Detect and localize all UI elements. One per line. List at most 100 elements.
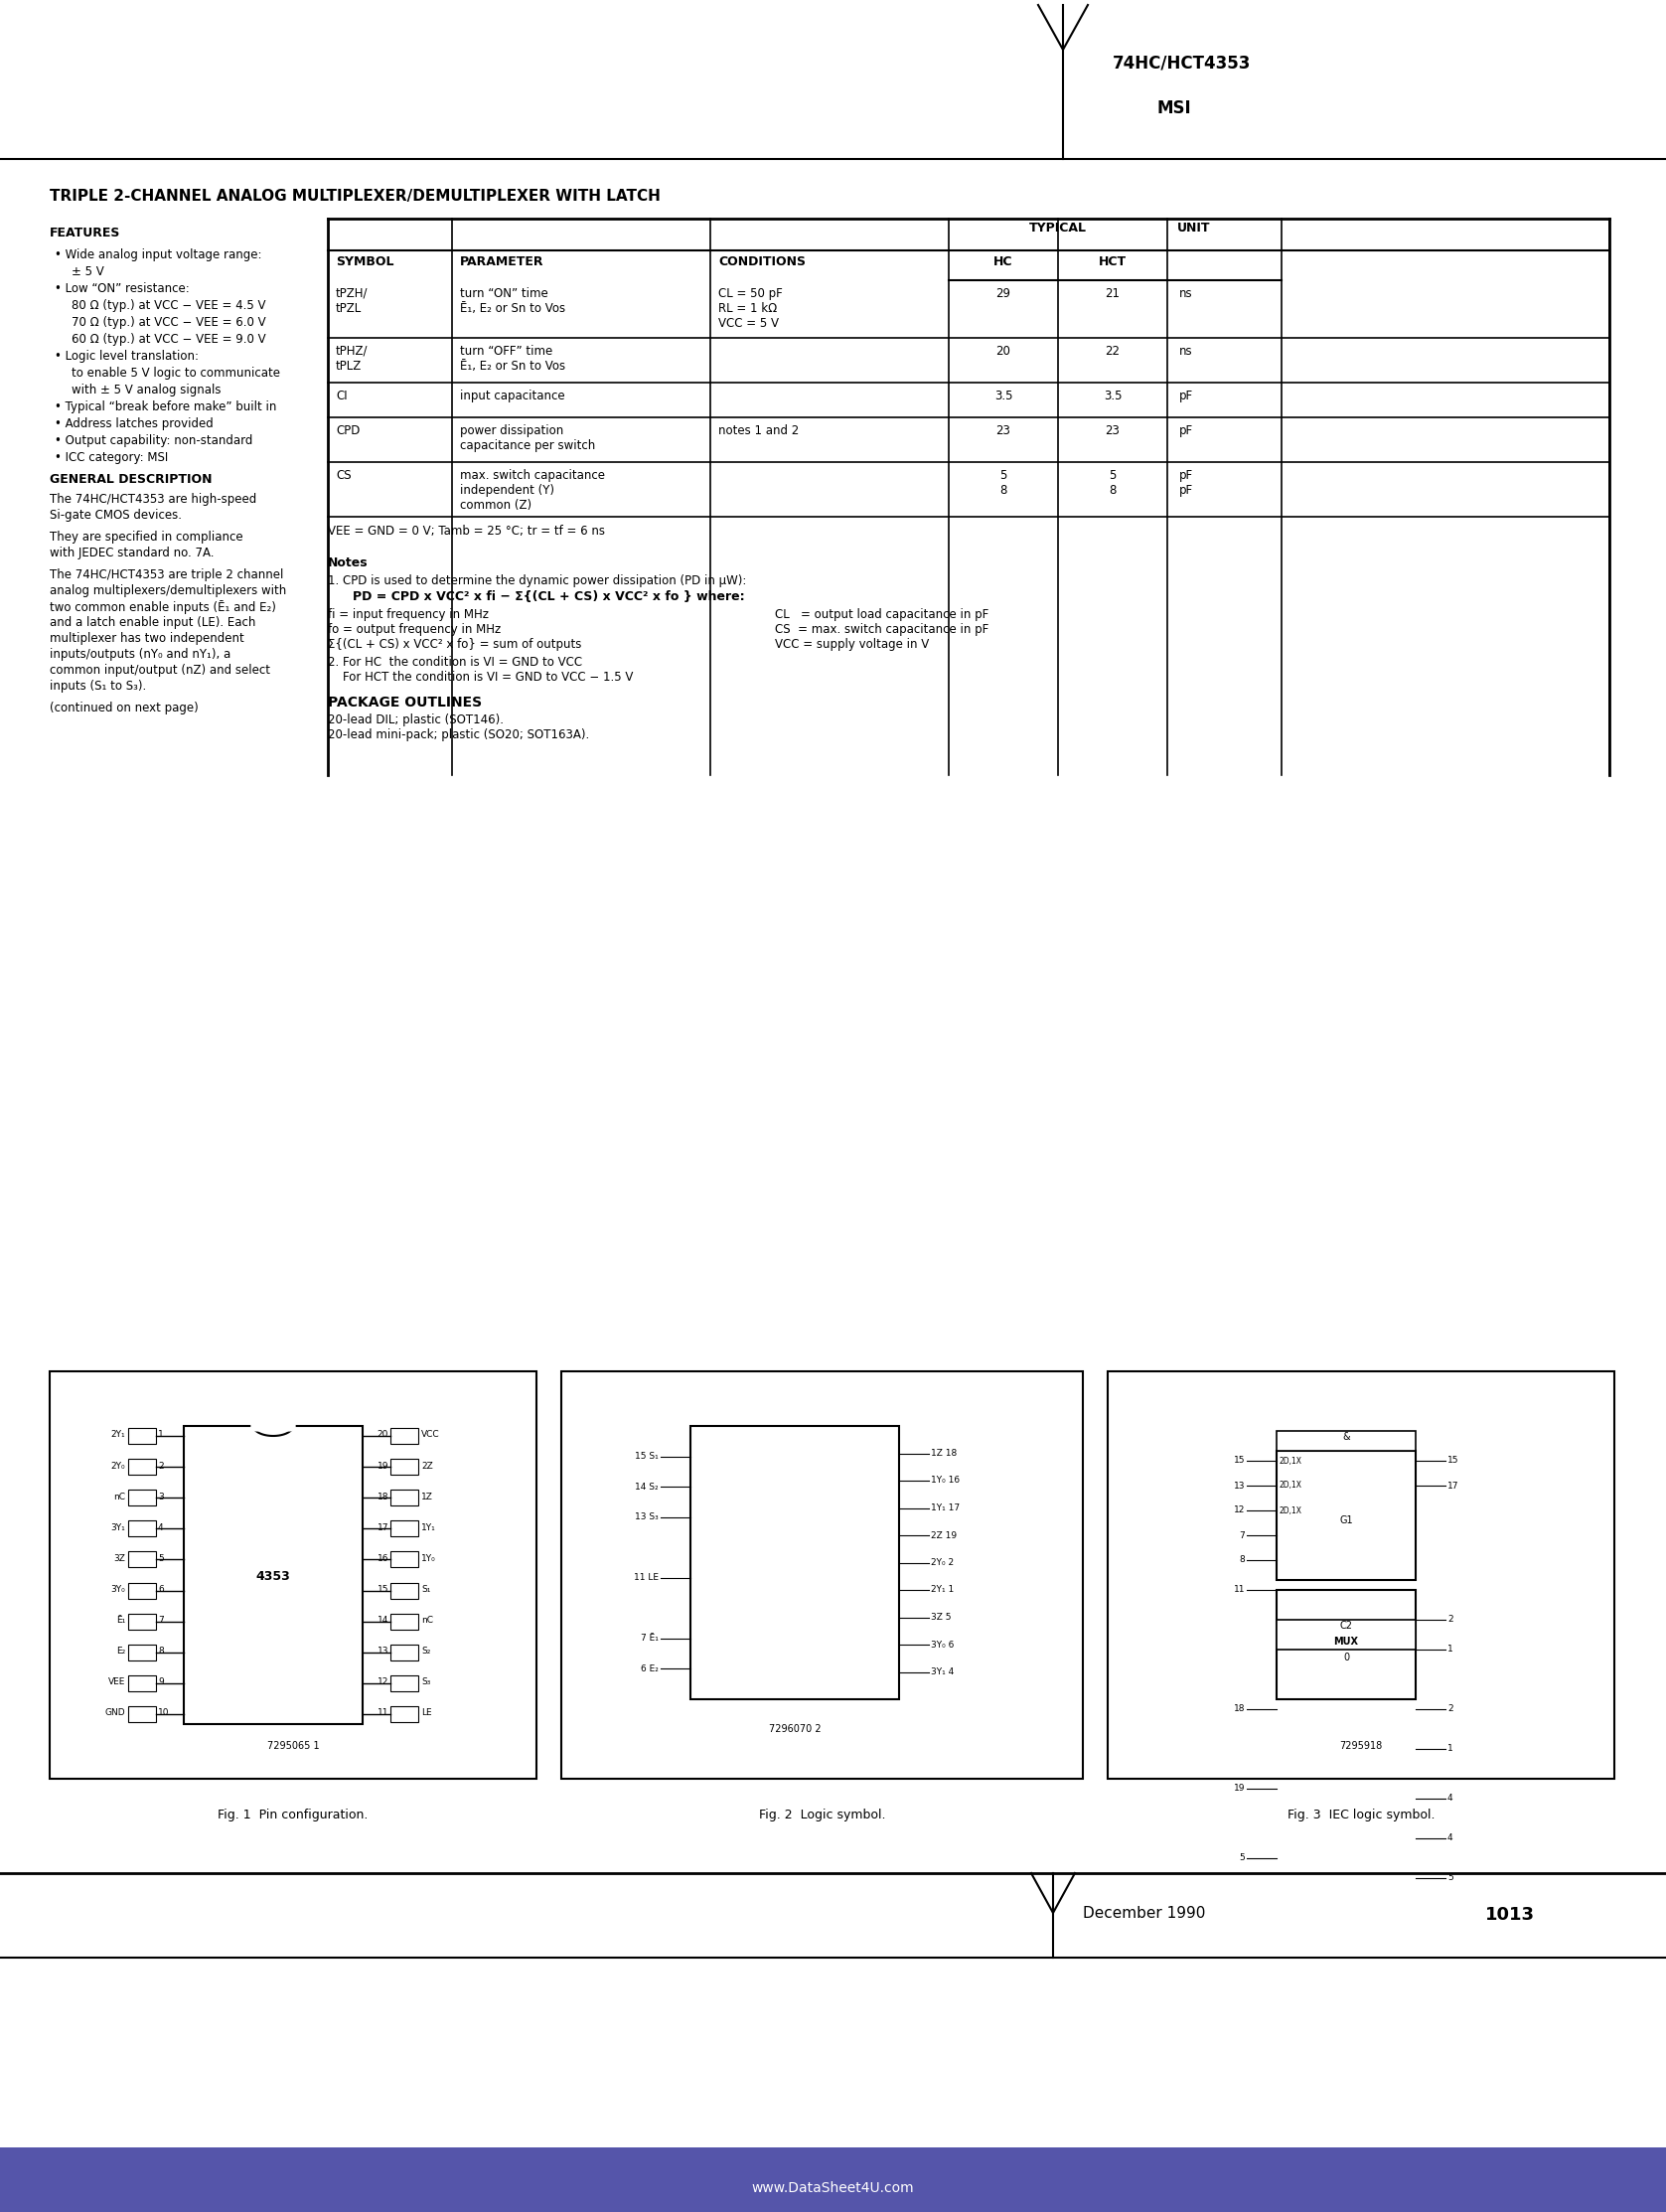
Bar bbox=[128, 1429, 157, 1444]
Text: inputs/outputs (nY₀ and nY₁), a: inputs/outputs (nY₀ and nY₁), a bbox=[50, 648, 230, 661]
Text: CL   = output load capacitance in pF: CL = output load capacitance in pF bbox=[775, 608, 988, 622]
Text: 3.5: 3.5 bbox=[1103, 389, 1121, 403]
Text: 4: 4 bbox=[1448, 1834, 1453, 1843]
Text: • Typical “break before make” built in: • Typical “break before make” built in bbox=[55, 400, 277, 414]
Text: VCC: VCC bbox=[421, 1431, 440, 1440]
Text: tPLZ: tPLZ bbox=[337, 361, 362, 372]
Text: 23: 23 bbox=[1105, 425, 1120, 438]
Text: 5: 5 bbox=[1240, 1854, 1245, 1863]
Text: to enable 5 V logic to communicate: to enable 5 V logic to communicate bbox=[72, 367, 280, 380]
Text: 13: 13 bbox=[1233, 1482, 1245, 1491]
Text: 16: 16 bbox=[377, 1555, 388, 1564]
Text: 4353: 4353 bbox=[257, 1571, 290, 1584]
Text: 6 E₂: 6 E₂ bbox=[641, 1663, 658, 1672]
Text: www.DataSheet4U.com: www.DataSheet4U.com bbox=[751, 2181, 913, 2194]
Text: 80 Ω (typ.) at VCC − VEE = 4.5 V: 80 Ω (typ.) at VCC − VEE = 4.5 V bbox=[72, 299, 267, 312]
Text: 22: 22 bbox=[1105, 345, 1120, 358]
Text: 20-lead DIL; plastic (SOT146).: 20-lead DIL; plastic (SOT146). bbox=[328, 714, 503, 726]
Bar bbox=[128, 1491, 157, 1506]
Text: analog multiplexers/demultiplexers with: analog multiplexers/demultiplexers with bbox=[50, 584, 287, 597]
Text: CS  = max. switch capacitance in pF: CS = max. switch capacitance in pF bbox=[775, 624, 988, 637]
Bar bbox=[390, 1460, 418, 1475]
Text: 7295065 1: 7295065 1 bbox=[267, 1741, 320, 1752]
Text: • Output capability: non-standard: • Output capability: non-standard bbox=[55, 434, 253, 447]
Text: 6: 6 bbox=[158, 1586, 163, 1595]
Text: CS: CS bbox=[337, 469, 352, 482]
Text: 2D,1X: 2D,1X bbox=[1279, 1482, 1303, 1491]
Text: 1: 1 bbox=[1448, 1745, 1453, 1754]
Bar bbox=[1108, 1371, 1614, 1778]
Text: notes 1 and 2: notes 1 and 2 bbox=[718, 425, 800, 438]
Bar bbox=[390, 1674, 418, 1692]
Text: 17: 17 bbox=[1448, 1482, 1459, 1491]
Text: 2D,1X: 2D,1X bbox=[1279, 1455, 1303, 1464]
Text: 1: 1 bbox=[1448, 1646, 1453, 1655]
Text: 1Y₁: 1Y₁ bbox=[421, 1524, 436, 1533]
Text: inputs (S₁ to S₃).: inputs (S₁ to S₃). bbox=[50, 679, 147, 692]
Text: LE: LE bbox=[421, 1708, 431, 1719]
Bar bbox=[128, 1705, 157, 1723]
Bar bbox=[390, 1429, 418, 1444]
Text: 2: 2 bbox=[1448, 1615, 1453, 1624]
Text: TRIPLE 2-CHANNEL ANALOG MULTIPLEXER/DEMULTIPLEXER WITH LATCH: TRIPLE 2-CHANNEL ANALOG MULTIPLEXER/DEMU… bbox=[50, 188, 660, 204]
Text: RL = 1 kΩ: RL = 1 kΩ bbox=[718, 303, 776, 314]
Text: 7 Ē₁: 7 Ē₁ bbox=[641, 1635, 658, 1644]
Text: 3Y₀ 6: 3Y₀ 6 bbox=[931, 1639, 955, 1650]
Text: • Low “ON” resistance:: • Low “ON” resistance: bbox=[55, 283, 190, 294]
Text: 8: 8 bbox=[1000, 484, 1006, 498]
Bar bbox=[1276, 1619, 1416, 1650]
Text: 1Y₁ 17: 1Y₁ 17 bbox=[931, 1504, 960, 1513]
Text: 21: 21 bbox=[1105, 288, 1120, 301]
Text: fi = input frequency in MHz: fi = input frequency in MHz bbox=[328, 608, 488, 622]
Text: VEE = GND = 0 V; Tamb = 25 °C; tr = tf = 6 ns: VEE = GND = 0 V; Tamb = 25 °C; tr = tf =… bbox=[328, 524, 605, 538]
Text: Si-gate CMOS devices.: Si-gate CMOS devices. bbox=[50, 509, 182, 522]
Text: 18: 18 bbox=[1233, 1705, 1245, 1714]
Text: 29: 29 bbox=[996, 288, 1011, 301]
Text: December 1990: December 1990 bbox=[1083, 1905, 1206, 1920]
Text: • ICC category: MSI: • ICC category: MSI bbox=[55, 451, 168, 465]
Text: GENERAL DESCRIPTION: GENERAL DESCRIPTION bbox=[50, 473, 212, 487]
Text: (continued on next page): (continued on next page) bbox=[50, 701, 198, 714]
Bar bbox=[690, 1427, 900, 1699]
Text: 19: 19 bbox=[1233, 1785, 1245, 1794]
Text: 2Y₀ 2: 2Y₀ 2 bbox=[931, 1557, 955, 1566]
Text: 3: 3 bbox=[158, 1493, 163, 1502]
Text: MSI: MSI bbox=[1158, 100, 1191, 117]
Text: GND: GND bbox=[105, 1708, 125, 1719]
Text: Ē₁, E₂ or Sn to Vos: Ē₁, E₂ or Sn to Vos bbox=[460, 361, 565, 372]
Text: 20: 20 bbox=[996, 345, 1011, 358]
Text: The 74HC/HCT4353 are high-speed: The 74HC/HCT4353 are high-speed bbox=[50, 493, 257, 507]
Text: PD = CPD x VCC² x fi − Σ{(CL + CS) x VCC² x fo } where:: PD = CPD x VCC² x fi − Σ{(CL + CS) x VCC… bbox=[353, 591, 745, 604]
Text: HCT: HCT bbox=[1098, 254, 1126, 268]
Bar bbox=[390, 1705, 418, 1723]
Text: S₃: S₃ bbox=[421, 1677, 430, 1688]
Text: tPHZ/: tPHZ/ bbox=[337, 345, 368, 358]
Bar bbox=[1276, 1431, 1416, 1451]
Text: with ± 5 V analog signals: with ± 5 V analog signals bbox=[72, 383, 222, 396]
Text: turn “ON” time: turn “ON” time bbox=[460, 288, 548, 301]
Bar bbox=[1276, 1451, 1416, 1579]
Text: 1: 1 bbox=[158, 1431, 163, 1440]
Text: CI: CI bbox=[337, 389, 347, 403]
Text: 1. CPD is used to determine the dynamic power dissipation (PD in μW):: 1. CPD is used to determine the dynamic … bbox=[328, 575, 746, 586]
Text: 5: 5 bbox=[1448, 1874, 1453, 1882]
Text: pF: pF bbox=[1180, 469, 1193, 482]
Text: nC: nC bbox=[113, 1493, 125, 1502]
Text: 15 S₁: 15 S₁ bbox=[635, 1451, 658, 1460]
Text: TYPICAL: TYPICAL bbox=[1030, 221, 1086, 234]
Bar bbox=[128, 1674, 157, 1692]
Text: 18: 18 bbox=[377, 1493, 388, 1502]
Bar bbox=[390, 1644, 418, 1661]
Text: The 74HC/HCT4353 are triple 2 channel: The 74HC/HCT4353 are triple 2 channel bbox=[50, 568, 283, 582]
Text: 1Z: 1Z bbox=[421, 1493, 433, 1502]
Text: MUX: MUX bbox=[1334, 1637, 1358, 1646]
Text: 14 S₂: 14 S₂ bbox=[635, 1482, 658, 1491]
Text: 1013: 1013 bbox=[1484, 1905, 1534, 1922]
Text: 9: 9 bbox=[158, 1677, 163, 1688]
Text: 1Y₀: 1Y₀ bbox=[421, 1555, 436, 1564]
Bar bbox=[390, 1491, 418, 1506]
Text: 3Y₁ 4: 3Y₁ 4 bbox=[931, 1668, 955, 1677]
Text: 2Y₁ 1: 2Y₁ 1 bbox=[931, 1586, 955, 1595]
Text: 3Y₁: 3Y₁ bbox=[110, 1524, 125, 1533]
Text: 12: 12 bbox=[377, 1677, 388, 1688]
